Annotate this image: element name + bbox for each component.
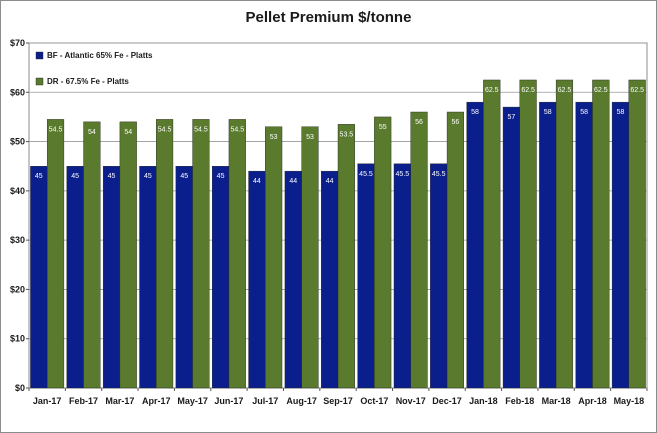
bar-dr (374, 116, 392, 389)
data-label: 54 (88, 129, 96, 136)
y-tick-label: $50 (10, 137, 25, 147)
bar-bf-atlantic (284, 170, 302, 389)
data-label: 53 (270, 134, 278, 141)
bar-dr (555, 79, 574, 389)
x-tick-label: May-18 (614, 396, 645, 406)
bar-bf-atlantic (466, 101, 484, 389)
y-tick-label: $10 (10, 334, 25, 344)
data-label: 54.5 (230, 126, 244, 133)
x-tick-label: Jul-17 (252, 396, 278, 406)
data-label: 58 (580, 109, 588, 116)
bar-bf-atlantic (430, 163, 448, 389)
data-label: 55 (379, 124, 387, 131)
x-tick-label: Jan-17 (33, 396, 62, 406)
bar-dr (628, 79, 646, 389)
y-tick-label: $20 (10, 284, 25, 294)
bar-dr (192, 119, 210, 389)
x-tick-label: Apr-17 (142, 396, 171, 406)
legend-label: BF - Atlantic 65% Fe - Platts (47, 51, 153, 60)
legend-label: DR - 67.5% Fe - Platts (47, 77, 129, 86)
data-label: 45 (217, 173, 225, 180)
data-label: 62.5 (594, 87, 608, 94)
bar-dr (228, 119, 246, 389)
data-label: 45.5 (432, 171, 446, 178)
data-label: 58 (617, 109, 625, 116)
data-label: 45 (35, 173, 43, 180)
x-tick-label: Dec-17 (432, 396, 462, 406)
bar-bf-atlantic (502, 106, 520, 389)
data-label: 54.5 (49, 126, 63, 133)
bar-bf-atlantic (139, 166, 157, 389)
data-label: 45 (71, 173, 79, 180)
data-label: 57 (508, 114, 516, 121)
bar-bf-atlantic (357, 163, 375, 389)
data-label: 53.5 (340, 131, 354, 138)
bar-dr (337, 124, 355, 389)
data-label: 62.5 (558, 87, 572, 94)
data-label: 62.5 (630, 87, 644, 94)
x-tick-label: Feb-18 (505, 396, 534, 406)
bar-bf-atlantic (212, 166, 230, 389)
legend-swatch (35, 77, 44, 86)
data-label: 53 (306, 134, 314, 141)
bar-dr (446, 111, 464, 389)
bar-dr (119, 121, 137, 389)
legend-swatch (35, 51, 44, 60)
data-label: 44 (289, 178, 297, 185)
bar-bf-atlantic (539, 101, 557, 389)
bar-bf-atlantic (393, 163, 411, 389)
data-label: 45.5 (396, 171, 410, 178)
data-label: 58 (544, 109, 552, 116)
x-tick-label: Nov-17 (396, 396, 426, 406)
data-label: 45 (144, 173, 152, 180)
bar-bf-atlantic (30, 166, 48, 389)
bar-dr (592, 79, 610, 389)
x-tick-label: Apr-18 (578, 396, 607, 406)
data-label: 54 (124, 129, 132, 136)
x-tick-label: Jun-17 (214, 396, 243, 406)
bar-bf-atlantic (248, 170, 266, 389)
x-tick-label: Mar-17 (105, 396, 134, 406)
y-tick-label: $0 (15, 383, 25, 393)
bar-bf-atlantic (66, 166, 84, 389)
data-label: 54.5 (158, 126, 172, 133)
bar-bf-atlantic (102, 166, 121, 389)
data-label: 62.5 (485, 87, 499, 94)
data-label: 45 (108, 173, 116, 180)
data-label: 58 (471, 109, 479, 116)
bar-dr (83, 121, 101, 389)
bar-dr (46, 119, 65, 389)
bar-dr (156, 119, 174, 389)
x-tick-label: Jan-18 (469, 396, 498, 406)
bar-dr (519, 79, 537, 389)
chart-title: Pellet Premium $/tonne (245, 9, 412, 26)
y-tick-label: $60 (10, 87, 25, 97)
y-tick-label: $40 (10, 186, 25, 196)
bar-dr (301, 126, 319, 389)
bar-bf-atlantic (611, 101, 630, 389)
y-tick-label: $30 (10, 235, 25, 245)
x-tick-label: Sep-17 (323, 396, 353, 406)
data-label: 45.5 (359, 171, 373, 178)
x-tick-label: Feb-17 (69, 396, 98, 406)
data-label: 44 (326, 178, 334, 185)
bar-dr (265, 126, 283, 389)
y-tick-label: $70 (10, 38, 25, 48)
bar-bf-atlantic (321, 170, 339, 389)
bar-bf-atlantic (175, 166, 193, 389)
x-tick-label: May-17 (177, 396, 208, 406)
x-tick-label: Mar-18 (542, 396, 571, 406)
x-tick-label: Aug-17 (286, 396, 317, 406)
data-label: 62.5 (521, 87, 535, 94)
bar-dr (410, 111, 428, 389)
data-label: 45 (180, 173, 188, 180)
data-label: 54.5 (194, 126, 208, 133)
data-label: 44 (253, 178, 261, 185)
bar-bf-atlantic (575, 101, 593, 389)
data-label: 56 (452, 119, 460, 126)
data-label: 56 (415, 119, 423, 126)
bar-dr (483, 79, 501, 389)
x-tick-label: Oct-17 (360, 396, 388, 406)
